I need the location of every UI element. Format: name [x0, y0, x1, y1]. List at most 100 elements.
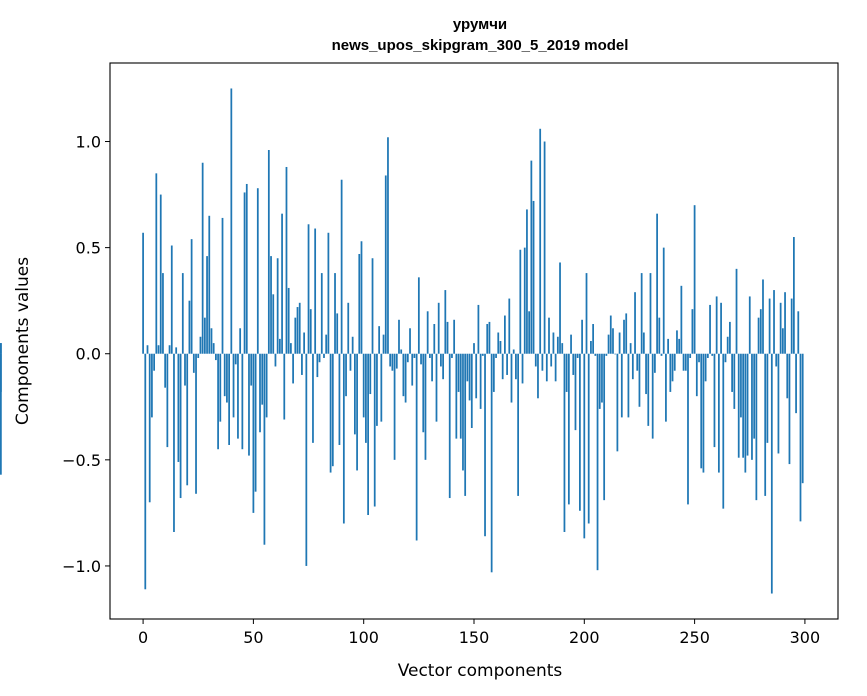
bar-261: [717, 353, 720, 473]
bar-36: [221, 217, 224, 354]
bar-146: [464, 353, 467, 496]
bar-123: [413, 353, 416, 358]
bar-155: [484, 353, 486, 537]
bar-199: [581, 319, 583, 354]
bar-290: [781, 328, 784, 354]
bar-200: [583, 353, 586, 539]
bar-11: [166, 353, 169, 448]
bar-280: [759, 309, 762, 354]
bar-20: [186, 353, 189, 486]
bar-263: [722, 353, 725, 509]
bar-173: [523, 247, 526, 354]
bar-128: [424, 353, 427, 460]
bar-94: [349, 353, 352, 371]
bar-61: [276, 258, 279, 354]
bar-165: [506, 353, 508, 375]
bar-27: [201, 162, 204, 354]
bar-293: [788, 353, 791, 465]
bar-284: [768, 298, 771, 354]
bar-89: [338, 353, 341, 445]
bar-0: [142, 232, 144, 354]
x-tick-label: 200: [569, 628, 600, 647]
bar-92: [345, 353, 347, 397]
x-tick-label: 100: [348, 628, 379, 647]
bar-129: [426, 311, 429, 354]
bar-34: [217, 353, 219, 450]
bar-198: [579, 353, 581, 511]
bar-53: [259, 353, 261, 433]
bar-104: [371, 258, 374, 354]
bar-256: [706, 353, 709, 358]
bar-87: [334, 273, 336, 354]
bar-278: [755, 353, 758, 501]
bar-171: [519, 249, 522, 354]
bar-124: [415, 353, 418, 541]
bar-40: [230, 88, 233, 354]
bar-108: [380, 353, 383, 422]
bar-145: [462, 353, 464, 471]
bar-67: [290, 343, 292, 354]
bar-109: [382, 334, 385, 354]
bar-144: [459, 353, 462, 439]
chart-subtitle: news_upos_skipgram_300_5_2019 model: [332, 37, 629, 54]
bar-137: [444, 290, 447, 354]
bar-260: [715, 296, 718, 354]
bar-286: [773, 290, 775, 354]
x-axis-ticks: 0 50 100 150 200 250 300: [138, 619, 820, 647]
bar-25: [197, 353, 200, 358]
bar-282: [764, 353, 767, 496]
y-tick-label: 0.0: [76, 345, 101, 364]
bar-266: [729, 321, 731, 354]
bar-47: [245, 183, 248, 354]
bar-125: [417, 277, 420, 354]
bar-13: [170, 245, 173, 354]
bar-189: [559, 262, 561, 354]
bar-185: [550, 353, 553, 367]
bar-31: [210, 328, 213, 354]
bar-19: [184, 353, 186, 386]
bar-100: [362, 353, 365, 418]
bar-59: [272, 294, 275, 354]
bar-283: [766, 353, 769, 443]
bar-182: [543, 141, 546, 354]
bar-172: [521, 353, 524, 384]
bar-159: [492, 353, 495, 392]
bar-252: [698, 353, 700, 363]
bar-55: [263, 353, 266, 545]
bar-80: [318, 353, 321, 363]
bar-149: [470, 353, 473, 428]
bar-48: [248, 353, 250, 456]
bar-46: [243, 192, 246, 354]
bar-245: [682, 353, 685, 371]
bar-74: [305, 353, 308, 566]
bar-166: [508, 298, 511, 354]
bar-204: [592, 324, 594, 354]
bar-131: [431, 353, 433, 382]
bar-17: [179, 353, 182, 499]
bar-45: [241, 353, 244, 450]
bar-295: [793, 237, 795, 354]
bar-279: [757, 317, 760, 354]
bar-71: [298, 302, 301, 354]
bar-110: [384, 175, 387, 354]
bar-106: [376, 353, 378, 426]
bar-49: [250, 353, 253, 386]
bar-63: [281, 213, 283, 354]
bar-186: [552, 332, 555, 354]
bar-121: [409, 328, 411, 354]
bar-241: [673, 353, 676, 371]
bar-75: [307, 224, 310, 354]
bar-98: [358, 253, 361, 354]
bar-213: [612, 328, 614, 354]
bar-248: [689, 353, 692, 358]
bar-275: [748, 296, 751, 354]
bar-60: [274, 353, 277, 367]
bar-114: [393, 353, 396, 460]
bar-221: [629, 343, 632, 354]
bar-184: [548, 317, 550, 354]
bar-164: [504, 315, 506, 354]
bar-270: [737, 353, 740, 458]
bar-291: [784, 292, 786, 354]
bar-126: [420, 353, 422, 365]
plot-frame: [109, 62, 839, 620]
